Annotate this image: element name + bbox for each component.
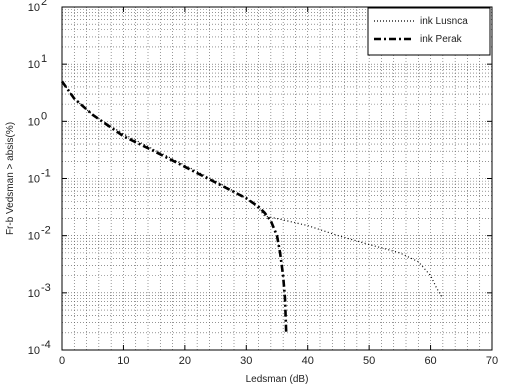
series-layer [60, 80, 444, 333]
y-tick-label: 10 [28, 174, 40, 186]
y-tick-exponent: 0 [41, 110, 47, 122]
legend-box [367, 7, 491, 56]
y-tick-label: 10 [28, 59, 40, 71]
x-tick-label: 60 [424, 355, 436, 367]
x-tick-label: 30 [240, 355, 252, 367]
y-tick-label: 10 [28, 231, 40, 243]
grid-lines [62, 7, 492, 350]
y-tick-exponent: 2 [41, 0, 47, 8]
legend: ink Lusnca ink Perak [367, 7, 491, 56]
series-line-ink-perak [60, 80, 288, 333]
y-tick-exponent: -3 [41, 282, 51, 294]
x-tick-label: 40 [302, 355, 314, 367]
axis-ticks [61, 6, 493, 351]
y-tick-label: 10 [28, 2, 40, 14]
y-tick-label: 10 [28, 116, 40, 128]
series-line-ink-lusnca [61, 81, 444, 299]
plot-frame [61, 6, 493, 351]
y-tick-label: 10 [28, 345, 40, 357]
y-tick-exponent: -1 [41, 168, 51, 180]
y-tick-label: 10 [28, 288, 40, 300]
x-tick-label: 20 [179, 355, 191, 367]
x-tick-label: 50 [363, 355, 375, 367]
y-tick-exponent: -4 [41, 339, 51, 351]
x-tick-label: 10 [117, 355, 129, 367]
y-axis-label: Fr-b Vedsman > absis(%) [5, 122, 16, 235]
x-tick-label: 0 [59, 355, 65, 367]
legend-label-ink-lusnca: ink Lusnca [420, 16, 468, 27]
y-tick-exponent: 1 [41, 53, 47, 65]
x-tick-labels: 0 10 20 30 40 50 60 70 [59, 355, 498, 367]
legend-label-ink-perak: ink Perak [420, 34, 463, 45]
x-axis-label: Ledsman (dB) [246, 374, 309, 385]
x-tick-label: 70 [486, 355, 498, 367]
y-tick-exponent: -2 [41, 225, 51, 237]
